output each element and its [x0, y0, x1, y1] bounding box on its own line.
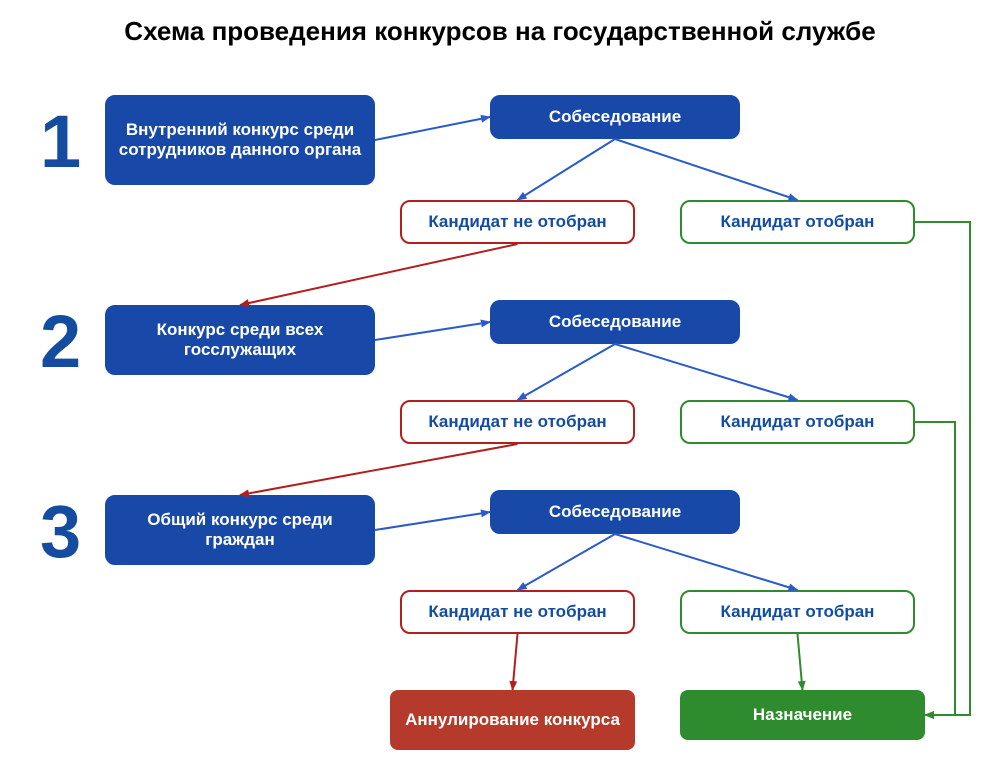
stage-number: 3: [40, 489, 81, 574]
flowchart-node-not1: Кандидат не отобран: [400, 200, 635, 244]
flowchart-node-sel1: Кандидат отобран: [680, 200, 915, 244]
flowchart-edge: [798, 634, 803, 690]
flowchart-node-sobes2: Собеседование: [490, 300, 740, 344]
flowchart-node-not2: Кандидат не отобран: [400, 400, 635, 444]
flowchart-edge: [518, 534, 616, 590]
stage-number: 1: [40, 99, 81, 184]
flowchart-edge: [375, 512, 490, 530]
flowchart-node-konkurs1: Внутренний конкурс среди сотрудников дан…: [105, 95, 375, 185]
flowchart-edge: [615, 534, 798, 590]
flowchart-node-konkurs2: Конкурс среди всех госслужащих: [105, 305, 375, 375]
flowchart-node-sel2: Кандидат отобран: [680, 400, 915, 444]
flowchart-edge: [240, 244, 518, 305]
flowchart-node-annul: Аннулирование конкурса: [390, 690, 635, 750]
flowchart-edge: [518, 344, 616, 400]
flowchart-node-sel3: Кандидат отобран: [680, 590, 915, 634]
flowchart-edge: [375, 322, 490, 340]
flowchart-edge: [915, 222, 970, 715]
flowchart-node-not3: Кандидат не отобран: [400, 590, 635, 634]
flowchart-edge: [915, 422, 955, 715]
flowchart-edge: [375, 117, 490, 140]
flowchart-edge: [615, 344, 798, 400]
flowchart-node-sobes1: Собеседование: [490, 95, 740, 139]
stage-number: 2: [40, 299, 81, 384]
flowchart-node-naznach: Назначение: [680, 690, 925, 740]
flowchart-node-sobes3: Собеседование: [490, 490, 740, 534]
flowchart-edge: [518, 139, 616, 200]
flowchart-edge: [615, 139, 798, 200]
flowchart-node-konkurs3: Общий конкурс среди граждан: [105, 495, 375, 565]
flowchart-edge: [240, 444, 518, 495]
flowchart-edge: [513, 634, 518, 690]
diagram-title: Схема проведения конкурсов на государств…: [0, 16, 1000, 47]
